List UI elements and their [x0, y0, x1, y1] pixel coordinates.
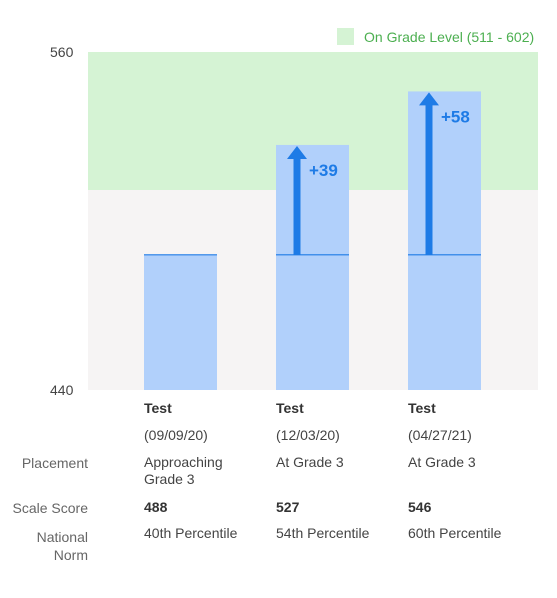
col-national-norm: 54th Percentile: [276, 525, 370, 541]
y-tick-label-bottom: 440: [50, 382, 74, 398]
growth-arrow-shaft: [293, 156, 301, 255]
growth-delta-label: +39: [309, 161, 338, 180]
col-test-heading: Test: [408, 400, 436, 416]
growth-arrow-head: [287, 145, 307, 159]
bar: [144, 254, 217, 390]
col-scale-score: 546: [408, 499, 432, 515]
legend-swatch: [337, 28, 354, 45]
col-placement: Approaching Grade 3: [144, 454, 223, 487]
growth-arrow-shaft: [425, 103, 433, 255]
col-placement: At Grade 3: [276, 454, 344, 470]
col-test-heading: Test: [276, 400, 304, 416]
col-test-date: (12/03/20): [276, 427, 340, 443]
y-tick-label-top: 560: [50, 44, 74, 60]
growth-arrow-head: [419, 92, 439, 106]
col-test-date: (04/27/21): [408, 427, 472, 443]
col-test-heading: Test: [144, 400, 172, 416]
legend: On Grade Level (511 - 602): [337, 28, 534, 45]
y-axis-ticks: 560 440: [50, 44, 74, 398]
bars-layer: +39 +58: [144, 91, 481, 390]
row-label-scale-score: Scale Score: [12, 500, 88, 516]
growth-delta-label: +58: [441, 107, 470, 126]
col-test-date: (09/09/20): [144, 427, 208, 443]
score-chart: +39 +58 560 440 On Grade Level (511 - 602…: [50, 28, 538, 398]
bar: [276, 144, 349, 390]
col-scale-score: 488: [144, 499, 168, 515]
col-national-norm: 40th Percentile: [144, 525, 238, 541]
bar: [408, 91, 481, 390]
row-label-placement: Placement: [21, 455, 88, 471]
col-national-norm: 60th Percentile: [408, 525, 502, 541]
legend-label: On Grade Level (511 - 602): [364, 29, 534, 45]
col-scale-score: 527: [276, 499, 300, 515]
row-label-national-norm: National Norm: [36, 529, 88, 563]
col-placement: At Grade 3: [408, 454, 476, 470]
